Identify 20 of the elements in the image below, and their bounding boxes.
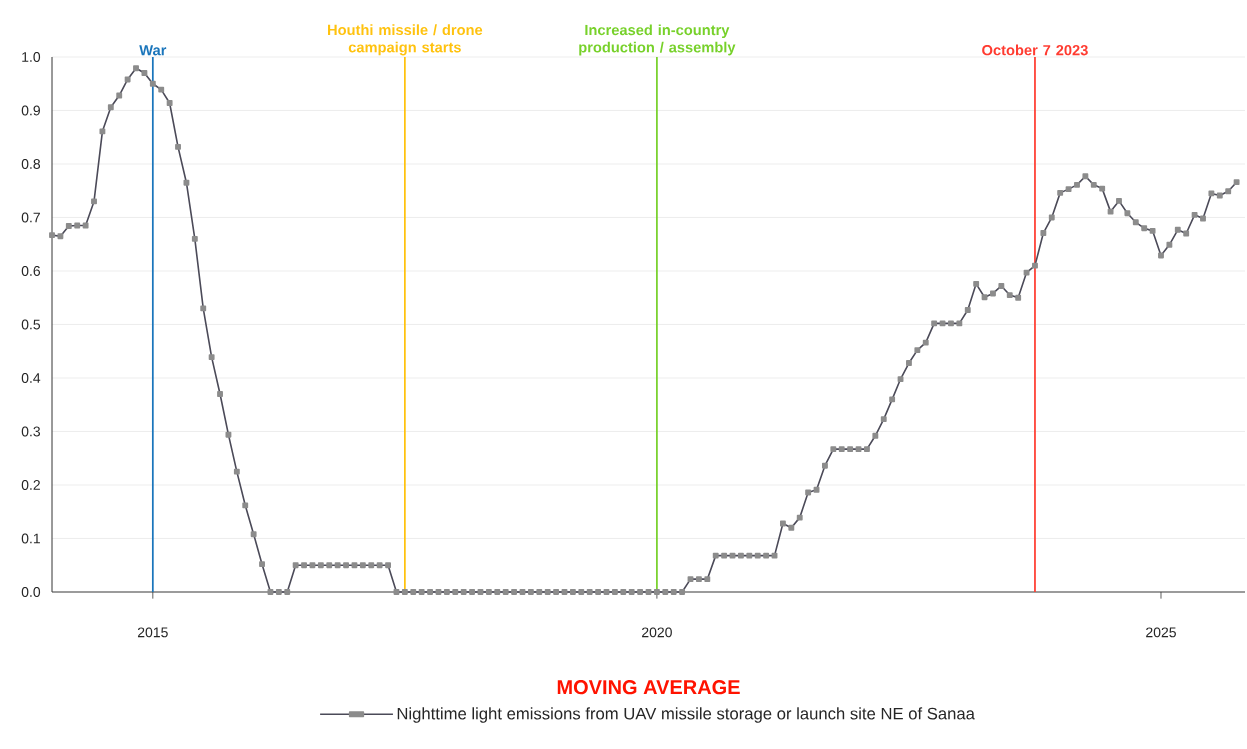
y-tick-label: 0.0	[21, 587, 41, 597]
ref-line-label: Houthi missile / drone campaign starts	[328, 24, 483, 56]
x-tick-label: 2025	[1146, 627, 1176, 638]
y-tick-label: 0.7	[21, 212, 40, 223]
y-tick-label: 1.0	[22, 52, 41, 62]
ref-line-label: Increased in-country production / assembly	[579, 24, 736, 56]
y-tick-label: 0.6	[21, 266, 41, 276]
ref-line-label: War	[139, 45, 167, 56]
y-tick-label: 0.8	[21, 159, 41, 169]
x-tick-label: 2015	[137, 627, 168, 638]
y-tick-label: 0.3	[21, 426, 41, 437]
y-tick-label: 0.1	[21, 533, 40, 544]
y-tick-label: 0.2	[21, 480, 40, 490]
x-tick-label: 2020	[642, 627, 672, 638]
legend-title: MOVING AVERAGE	[557, 680, 740, 695]
y-tick-label: 0.4	[21, 373, 41, 383]
legend-label: Nighttime light emissions from UAV missile storage or launch site NE of Sanaa	[397, 707, 975, 723]
ref-line-label: October 7 2023	[982, 44, 1088, 56]
y-tick-label: 0.9	[21, 105, 40, 116]
y-tick-label: 0.5	[21, 319, 41, 330]
